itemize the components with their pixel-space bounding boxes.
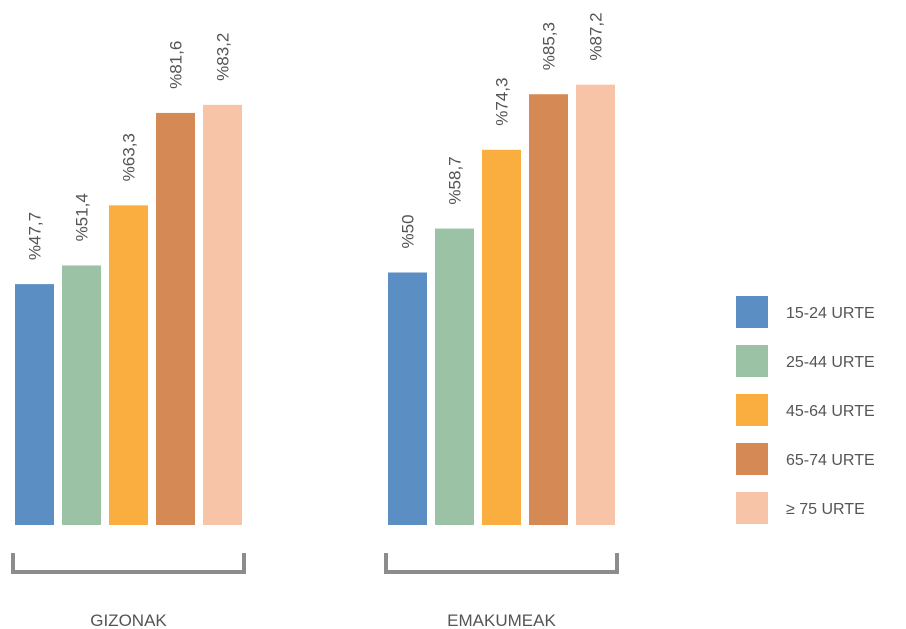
group-bracket xyxy=(11,553,246,574)
bar-gizonak-2 xyxy=(62,265,101,525)
legend-label: 25-44 URTE xyxy=(786,354,875,371)
data-label: %51,4 xyxy=(73,193,92,241)
bar-gizonak-3 xyxy=(109,205,148,525)
bar-gizonak-1 xyxy=(15,284,54,525)
bar-gizonak-4 xyxy=(156,112,195,526)
legend-swatch xyxy=(736,296,768,328)
data-label: %85,3 xyxy=(540,22,559,70)
legend-label: 15-24 URTE xyxy=(786,305,875,322)
legend-label: 45-64 URTE xyxy=(786,403,875,420)
legend-label: ≥ 75 URTE xyxy=(786,501,865,518)
data-label: %83,2 xyxy=(214,33,233,81)
data-label: %50 xyxy=(399,214,418,248)
legend-swatch xyxy=(736,345,768,377)
group-label-gizonak: GIZONAK xyxy=(90,611,167,629)
bar-emakumeak-2 xyxy=(435,228,474,525)
legend: 15-24 URTE 25-44 URTE 45-64 URTE 65-74 URTE… xyxy=(736,296,875,524)
legend-swatch xyxy=(736,394,768,426)
legend-swatch xyxy=(736,492,768,524)
group-bracket xyxy=(384,553,619,574)
bars-layer xyxy=(15,84,615,526)
group-label-emakumeak: EMAKUMEAK xyxy=(447,611,556,629)
bar-emakumeak-3 xyxy=(482,149,521,525)
bar-emakumeak-1 xyxy=(388,272,427,525)
data-label: %74,3 xyxy=(493,78,512,126)
legend-swatch xyxy=(736,443,768,475)
data-label: %58,7 xyxy=(446,156,465,204)
legend-label: 65-74 URTE xyxy=(786,452,875,469)
bar-emakumeak-4 xyxy=(529,94,568,526)
data-label: %63,3 xyxy=(120,133,139,181)
data-label: %47,7 xyxy=(26,212,45,260)
data-label: %81,6 xyxy=(167,41,186,89)
group-axis: GIZONAK EMAKUMEAK xyxy=(11,553,619,629)
data-label: %87,2 xyxy=(587,12,606,60)
value-labels-layer: %47,7 %51,4 %63,3 %81,6 %83,2 %50 %58,7 %74,3 %8… xyxy=(26,12,606,260)
bar-gizonak-5 xyxy=(203,104,242,525)
bar-emakumeak-5 xyxy=(576,84,615,525)
